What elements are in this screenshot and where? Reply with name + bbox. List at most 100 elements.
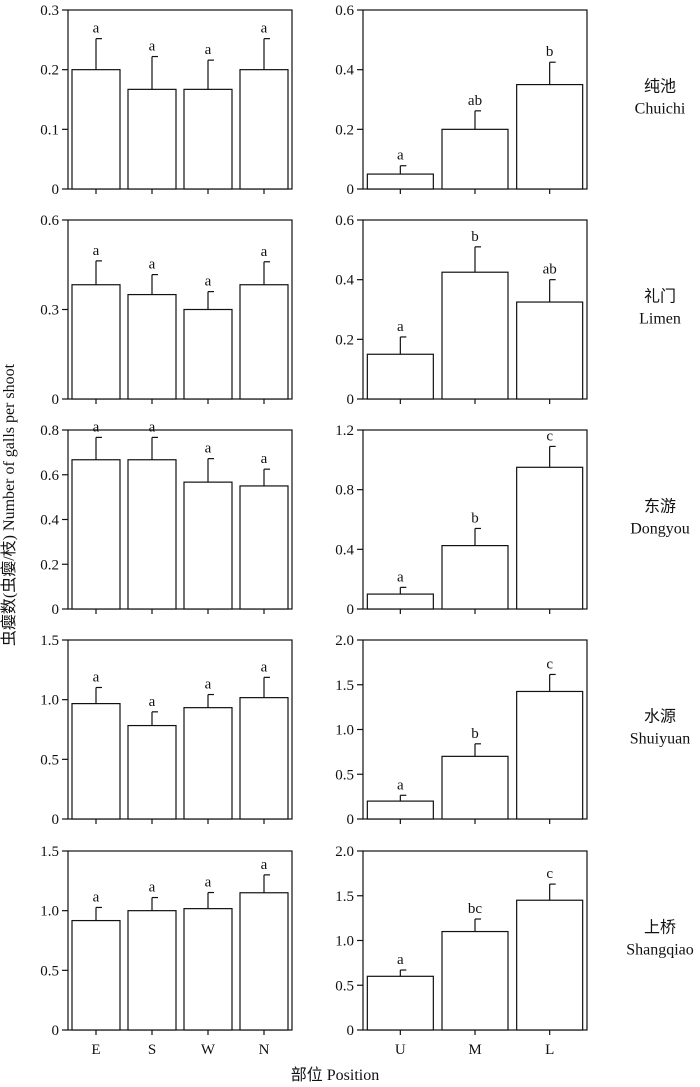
y-axis-title: 虫瘿数(虫瘿/枝) Number of galls per shoot [0,363,18,646]
significance-letter: b [471,726,479,742]
y-tick-label: 0.5 [335,767,354,783]
site-label-zh: 水源 [644,708,676,726]
y-tick-label: 0 [347,812,355,828]
bar [239,892,289,1031]
bar [127,910,177,1031]
significance-letter: a [397,319,404,335]
x-tick-label: W [201,1042,216,1058]
significance-letter: b [471,229,479,245]
significance-letter: a [149,39,156,55]
y-tick-label: 0.5 [40,963,59,979]
y-tick-label: 0 [52,1023,60,1039]
y-tick-label: 0.1 [40,122,59,138]
panel-frame [67,9,293,190]
site-label-en: Limen [639,311,681,328]
x-tick-label: M [468,1042,481,1058]
bar [366,353,434,400]
bar [239,284,289,400]
y-tick-label: 0.5 [335,978,354,994]
significance-letter: a [93,669,100,685]
significance-letter: a [93,889,100,905]
bar [183,88,233,190]
significance-letter: a [397,777,404,793]
y-tick-label: 0.6 [40,213,59,229]
significance-letter: a [261,857,268,873]
y-tick-label: 0 [52,812,60,828]
significance-letter: bc [468,901,483,917]
y-tick-label: 0.3 [40,3,59,19]
x-tick-label: U [395,1042,406,1058]
panel-4-left: 0 0.5 1.0 1.5 a Ea Sa Wa N [40,844,293,1058]
x-tick-label: S [148,1042,156,1058]
x-tick-label: N [259,1042,270,1058]
bar [183,308,233,400]
y-tick-label: 2.0 [335,844,354,860]
y-tick-label: 0.2 [335,122,354,138]
significance-letter: a [93,419,100,435]
significance-letter: c [546,656,553,672]
panel-frame [67,850,293,1031]
bar [516,690,584,820]
significance-letter: a [397,148,404,164]
bar [239,69,289,190]
y-tick-label: 0 [52,392,60,408]
y-tick-label: 0.2 [40,63,59,79]
bar [71,284,121,400]
y-tick-label: 1.5 [335,889,354,905]
site-label-zh: 东游 [644,498,676,516]
bar [71,919,121,1031]
y-tick-label: 1.5 [40,633,59,649]
panel-3-right: 0 0.5 1.0 1.5 2.0 a b c 水源 Shuiyuan [335,633,690,828]
y-tick-label: 0 [347,602,355,618]
bar [441,545,509,610]
significance-letter: a [261,451,268,467]
y-tick-label: 1.0 [335,723,354,739]
significance-letter: a [93,21,100,37]
significance-letter: b [546,44,554,60]
bar [441,271,509,400]
x-tick-label: L [545,1042,554,1058]
bar [516,83,584,190]
y-tick-label: 0.6 [335,213,354,229]
y-tick-label: 0.6 [40,468,59,484]
bar [441,128,509,190]
y-tick-label: 1.0 [40,904,59,920]
significance-letter: ab [468,93,482,109]
bar [441,930,509,1031]
bar [127,459,177,610]
significance-letter: c [546,866,553,882]
bar [71,459,121,610]
site-label-zh: 纯池 [644,78,676,96]
site-label-zh: 礼门 [644,288,676,306]
panel-2-left: 0 0.2 0.4 0.6 0.8 a a a a [40,419,293,618]
significance-letter: a [205,875,212,891]
significance-letter: a [205,42,212,58]
y-tick-label: 0.8 [40,423,59,439]
bar [183,481,233,610]
y-tick-label: 0 [52,182,60,198]
y-tick-label: 2.0 [335,633,354,649]
y-tick-label: 1.2 [335,423,354,439]
bar [183,707,233,820]
x-axis-title: 部位 Position [291,1066,379,1084]
bar [516,301,584,400]
y-tick-label: 0.5 [40,752,59,768]
panel-4-right: 0 0.5 1.0 1.5 2.0 a Ubc Mc L 上桥 Shangqiao [335,844,694,1058]
significance-letter: a [261,244,268,260]
significance-letter: a [205,441,212,457]
site-label-en: Shuiyuan [630,731,690,748]
y-tick-label: 0.4 [335,63,354,79]
y-tick-label: 0 [347,392,355,408]
y-tick-label: 0.8 [335,483,354,499]
panel-frame [67,639,293,820]
y-tick-label: 0.6 [335,3,354,19]
panel-0-right: 0 0.2 0.4 0.6 a ab b 纯池 Chuichi [335,3,686,198]
bar [516,899,584,1031]
significance-letter: a [205,677,212,693]
chart-panels: 00.10.20.3aa aa00.20.40.6aabb纯池Chuichi00.… [40,3,694,1058]
y-tick-label: 0.3 [40,303,59,319]
bar [366,593,434,610]
bar [183,908,233,1031]
